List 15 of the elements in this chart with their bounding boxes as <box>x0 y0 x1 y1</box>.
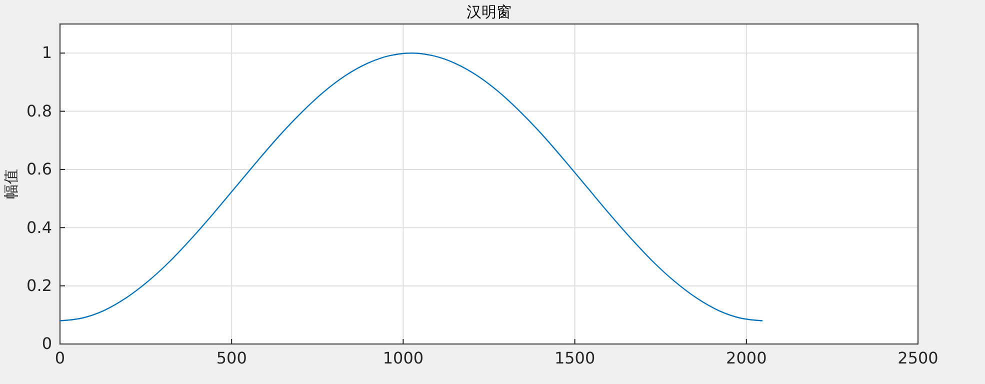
chart-title: 汉明窗 <box>466 3 512 21</box>
x-tick-label: 500 <box>216 348 247 368</box>
x-tick-label: 2500 <box>898 348 938 368</box>
y-tick-label: 0 <box>42 334 52 354</box>
line-series <box>59 52 764 322</box>
y-tick-label: 1 <box>42 43 52 62</box>
y-tick-label: 0.8 <box>26 101 52 120</box>
y-tick-label: 0.4 <box>26 218 52 237</box>
x-tick-label: 1500 <box>554 348 596 368</box>
y-tick-label: 0.6 <box>26 160 52 179</box>
x-tick-label: 1000 <box>382 348 424 368</box>
x-tick-label: 2000 <box>726 348 767 368</box>
y-tick-label: 0.2 <box>26 276 52 295</box>
x-tick-label: 0 <box>54 348 66 368</box>
y-axis-title: 幅值 <box>2 169 20 199</box>
